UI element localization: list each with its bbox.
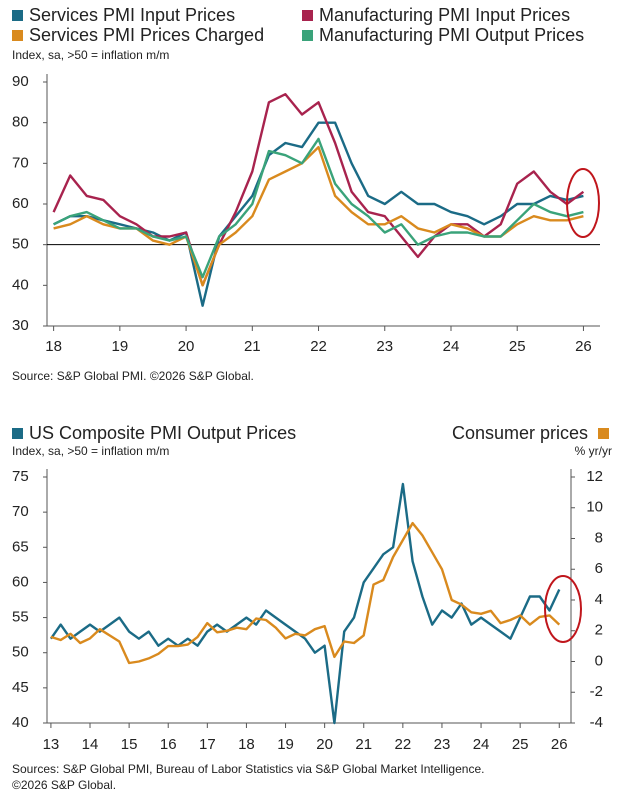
x-tick-label: 24 <box>473 736 490 753</box>
y-tick-label: 90 <box>12 73 29 90</box>
x-tick-label: 23 <box>376 338 393 355</box>
y2-tick-label: 0 <box>595 652 603 669</box>
source-note: Source: S&P Global PMI. ©2026 S&P Global… <box>12 369 254 383</box>
y-tick-label: 55 <box>12 609 29 626</box>
legend-label: Consumer prices <box>452 423 588 443</box>
x-tick-label: 23 <box>434 736 451 753</box>
y2-tick-label: 4 <box>595 591 603 608</box>
legend-swatch <box>12 30 23 41</box>
y-tick-label: 65 <box>12 538 29 555</box>
y-tick-label: 40 <box>12 714 29 731</box>
legend-swatch <box>598 428 609 439</box>
y-axis-label: Index, sa, >50 = inflation m/m <box>12 48 169 62</box>
highlight-ellipse <box>566 168 600 238</box>
y-tick-label: 50 <box>12 236 29 253</box>
legend-label: US Composite PMI Output Prices <box>29 423 296 443</box>
legend-label: Services PMI Prices Charged <box>29 25 264 45</box>
y-tick-label: 30 <box>12 317 29 334</box>
series-line <box>52 93 585 287</box>
y-tick-label: 80 <box>12 114 29 131</box>
x-tick-label: 25 <box>512 736 529 753</box>
y-tick-label: 50 <box>12 644 29 661</box>
x-tick-label: 19 <box>277 736 294 753</box>
series-line <box>53 137 584 279</box>
x-tick-label: 17 <box>199 736 216 753</box>
y2-tick-label: 10 <box>586 499 603 516</box>
y-tick-label: 45 <box>12 679 29 696</box>
x-tick-label: 26 <box>551 736 568 753</box>
highlight-ellipse <box>544 575 582 643</box>
y-axis-label: Index, sa, >50 = inflation m/m <box>12 444 169 458</box>
y-tick-label: 40 <box>12 276 29 293</box>
legend-label: Manufacturing PMI Input Prices <box>319 5 570 25</box>
x-tick-label: 13 <box>43 736 60 753</box>
x-tick-label: 20 <box>178 338 195 355</box>
x-tick-label: 21 <box>355 736 372 753</box>
x-tick-label: 19 <box>112 338 129 355</box>
x-tick-label: 15 <box>121 736 138 753</box>
y2-tick-label: 2 <box>595 622 603 639</box>
x-tick-label: 18 <box>45 338 62 355</box>
y-tick-label: 75 <box>12 468 29 485</box>
legend-swatch <box>302 10 313 21</box>
x-tick-label: 20 <box>316 736 333 753</box>
legend-label: Services PMI Input Prices <box>29 5 235 25</box>
y2-tick-label: 8 <box>595 529 603 546</box>
x-tick-label: 14 <box>82 736 99 753</box>
y-tick-label: 60 <box>12 195 29 212</box>
x-tick-label: 22 <box>310 338 327 355</box>
y2-axis-label: % yr/yr <box>575 444 612 458</box>
y-tick-label: 70 <box>12 503 29 520</box>
series-line <box>49 482 561 725</box>
legend-label: Manufacturing PMI Output Prices <box>319 25 584 45</box>
legend-swatch <box>12 10 23 21</box>
y-tick-label: 70 <box>12 154 29 171</box>
y2-tick-label: 12 <box>586 468 603 485</box>
y2-tick-label: 6 <box>595 560 603 577</box>
legend-swatch <box>302 30 313 41</box>
legend-swatch <box>12 428 23 439</box>
y2-tick-label: -2 <box>590 683 603 700</box>
y2-tick-label: -4 <box>590 714 603 731</box>
series-line <box>50 521 561 665</box>
source-note: Sources: S&P Global PMI, Bureau of Labor… <box>12 762 484 776</box>
x-tick-label: 16 <box>160 736 177 753</box>
x-tick-label: 25 <box>509 338 526 355</box>
y-tick-label: 60 <box>12 573 29 590</box>
x-tick-label: 22 <box>395 736 412 753</box>
x-tick-label: 21 <box>244 338 261 355</box>
x-tick-label: 24 <box>443 338 460 355</box>
source-note: ©2026 S&P Global. <box>12 778 116 792</box>
x-tick-label: 18 <box>238 736 255 753</box>
x-tick-label: 26 <box>575 338 592 355</box>
